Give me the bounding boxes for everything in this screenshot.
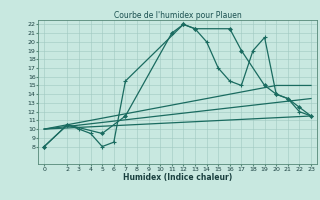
X-axis label: Humidex (Indice chaleur): Humidex (Indice chaleur) (123, 173, 232, 182)
Title: Courbe de l'humidex pour Plauen: Courbe de l'humidex pour Plauen (114, 11, 242, 20)
